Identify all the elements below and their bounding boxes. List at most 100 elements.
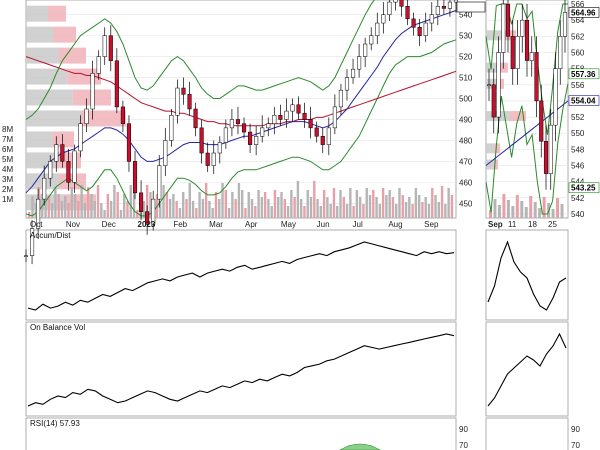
volume-bar bbox=[142, 201, 146, 218]
price-by-volume-bar bbox=[26, 68, 68, 85]
volume-bar bbox=[211, 208, 214, 218]
volume-bar bbox=[440, 186, 444, 218]
volume-bar bbox=[218, 199, 221, 218]
candle-body bbox=[23, 255, 29, 257]
candle-body bbox=[296, 104, 301, 114]
side-candle-body bbox=[496, 52, 501, 118]
price-by-volume-bar bbox=[26, 110, 81, 127]
main-x-tick: Nov bbox=[66, 220, 80, 229]
volume-bar bbox=[358, 197, 362, 218]
volume-bar bbox=[178, 208, 182, 218]
side-volume-bar bbox=[529, 196, 533, 218]
side-pbv-bar-red bbox=[494, 143, 500, 154]
volume-bar bbox=[309, 197, 313, 218]
bollinger-lower bbox=[25, 39, 457, 217]
volume-bar bbox=[362, 204, 365, 218]
main-y-tick: 510 bbox=[459, 74, 473, 83]
candle-body bbox=[223, 127, 228, 143]
candle-body bbox=[114, 60, 119, 108]
side-volume-bar bbox=[489, 210, 492, 218]
price-by-volume-bar-red bbox=[81, 110, 126, 127]
main-x-tick: Mar bbox=[209, 220, 223, 229]
volume-bar bbox=[316, 199, 319, 218]
volume-tick: 5M bbox=[2, 155, 13, 164]
volume-bar bbox=[224, 190, 228, 218]
volume-bar bbox=[90, 194, 93, 218]
volume-bar bbox=[175, 201, 178, 218]
candle-body bbox=[332, 106, 337, 129]
candle-body bbox=[108, 35, 113, 62]
volume-bar bbox=[431, 188, 434, 218]
main-y-tick: 450 bbox=[459, 199, 473, 208]
side-y-tick: 542 bbox=[571, 194, 585, 203]
main-x-tick: 2023 bbox=[138, 220, 156, 229]
candle-body bbox=[387, 1, 392, 15]
volume-bar bbox=[136, 210, 139, 218]
side-volume-bar bbox=[533, 202, 537, 218]
main-last-price-box bbox=[456, 1, 486, 13]
volume-bar bbox=[401, 195, 404, 218]
side-volume-bar bbox=[542, 197, 546, 218]
price-by-volume-bar bbox=[26, 89, 73, 106]
volume-bar bbox=[447, 188, 450, 218]
candle-body bbox=[266, 123, 271, 129]
volume-bar bbox=[355, 190, 359, 218]
volume-bar bbox=[368, 195, 372, 218]
volume-bar bbox=[64, 196, 67, 218]
candle-body bbox=[205, 152, 210, 166]
side-pbv-bar bbox=[486, 143, 495, 154]
candle-body bbox=[84, 108, 89, 124]
volume-bar bbox=[254, 206, 257, 218]
side-volume-bar bbox=[493, 199, 497, 218]
volume-bar bbox=[93, 201, 96, 218]
rsi-y-tick: 90 bbox=[571, 425, 580, 434]
candle-body bbox=[314, 127, 319, 137]
volume-bar bbox=[404, 202, 408, 218]
side-y-tick: 564 bbox=[571, 16, 585, 25]
side-y-tick: 540 bbox=[571, 210, 585, 219]
indicator-panels: 90 90 70 70 bbox=[27, 240, 580, 450]
side-x-tick: 11 bbox=[508, 220, 517, 229]
candle-body bbox=[229, 119, 234, 129]
volume-bar bbox=[241, 190, 244, 218]
volume-bar bbox=[322, 190, 326, 218]
side-x-tick: 25 bbox=[548, 220, 557, 229]
volume-bar bbox=[339, 190, 342, 218]
side-last-price-box bbox=[568, 68, 600, 80]
volume-bar bbox=[427, 204, 431, 218]
volume-bar bbox=[73, 194, 77, 218]
price-by-volume-bar bbox=[26, 47, 59, 64]
main-x-tick: Aug bbox=[388, 220, 402, 229]
side-candle-body bbox=[562, 12, 568, 37]
side-candle-body bbox=[534, 52, 539, 102]
side-pbv-bar bbox=[486, 159, 494, 170]
side-candle-body bbox=[505, 3, 511, 37]
volume-bar bbox=[270, 206, 273, 218]
volume-bar bbox=[342, 197, 345, 218]
candle-body bbox=[260, 127, 265, 137]
candle-body bbox=[60, 144, 65, 162]
volume-bar bbox=[306, 190, 309, 218]
side-last-price-label: 543.25 bbox=[571, 184, 596, 193]
main-y-tick: 500 bbox=[459, 95, 473, 104]
volume-bar bbox=[336, 206, 339, 218]
side-rsi-panel bbox=[485, 417, 569, 450]
candle-body bbox=[217, 142, 222, 154]
price-by-volume-bar-red bbox=[59, 47, 86, 64]
side-volume-bar bbox=[511, 206, 515, 218]
accum-dist-title: Accum/Dist bbox=[30, 231, 71, 240]
side-candle-body bbox=[558, 36, 563, 69]
obv-line bbox=[27, 333, 455, 407]
candle-body bbox=[132, 161, 138, 194]
candle-body bbox=[199, 127, 204, 154]
volume-bar bbox=[378, 204, 382, 218]
side-y-tick: 566 bbox=[571, 0, 585, 9]
volume-bar bbox=[303, 206, 306, 218]
side-accum-dist-panel bbox=[485, 229, 569, 321]
side-volume-bar bbox=[538, 208, 542, 218]
side-candle-body bbox=[515, 36, 520, 69]
side-candle-body bbox=[529, 52, 534, 61]
volume-bar bbox=[119, 210, 123, 218]
